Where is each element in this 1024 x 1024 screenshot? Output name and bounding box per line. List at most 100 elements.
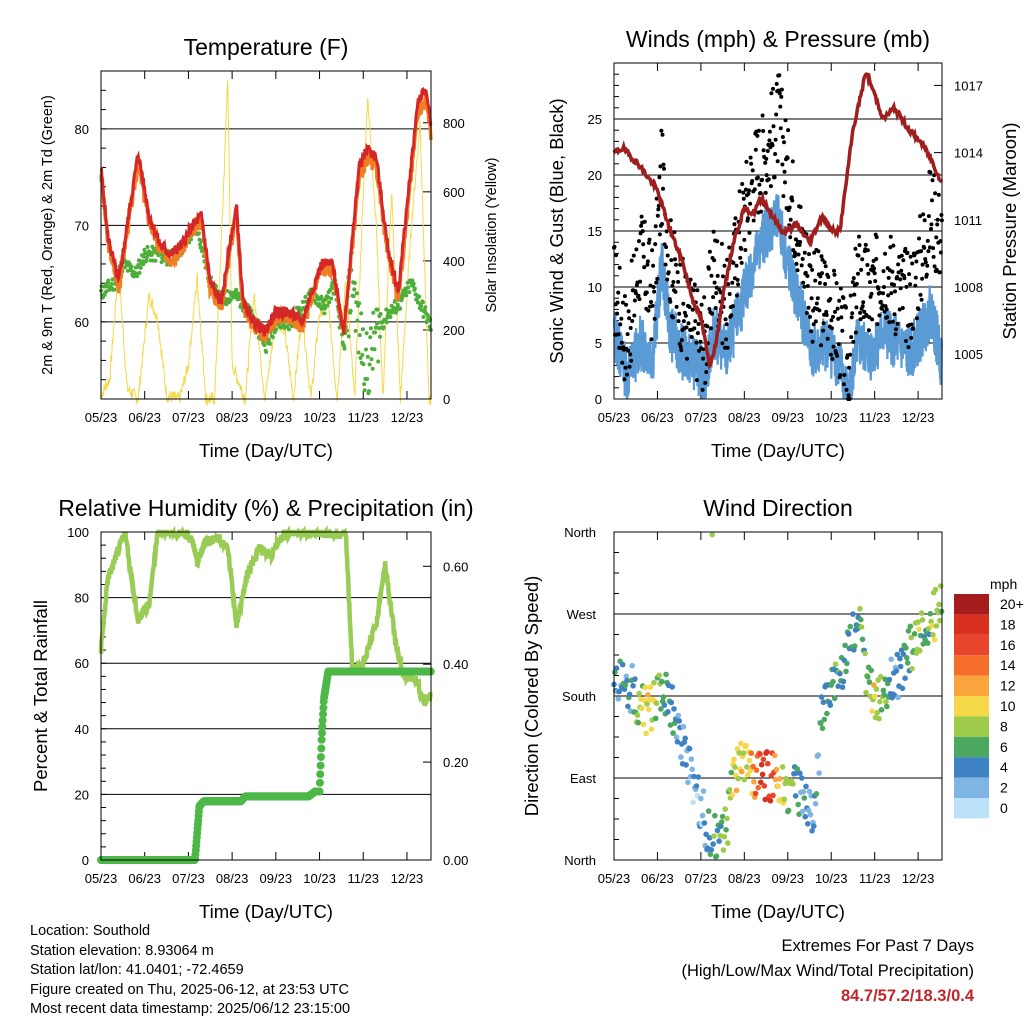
series-gust-point (646, 308, 651, 313)
series-wind-direction-point (805, 821, 811, 827)
rh-xlabel: Time (Day/UTC) (199, 901, 333, 922)
series-wind-direction-point (733, 787, 740, 794)
series-2m-temp (100, 86, 433, 337)
series-gust-point (646, 240, 651, 245)
series-gust-point (661, 186, 665, 191)
wind-ytick-label: 15 (588, 224, 602, 239)
series-dewpoint-point (323, 306, 327, 311)
series-wind-direction-point (807, 811, 814, 818)
series-wind-direction-point (837, 670, 843, 677)
series-gust-point (616, 332, 621, 337)
series-gust-point (696, 322, 701, 326)
series-wind-direction-point (797, 770, 803, 776)
series-wind-direction-point (709, 531, 715, 538)
series-gust-point (870, 317, 875, 322)
series-wind-direction-point (674, 739, 681, 745)
series-wind-direction-point (897, 663, 904, 670)
series-dewpoint-point (262, 343, 267, 348)
series-wind-direction-point (623, 673, 629, 680)
wind-xtick-label: 12/23 (902, 410, 935, 425)
series-gust-point (759, 209, 763, 214)
series-dewpoint-point (285, 324, 289, 329)
series-gust-point (620, 300, 625, 305)
series-wind-direction-point (812, 800, 819, 807)
series-dewpoint-point (368, 326, 373, 331)
wind-xlabel: Time (Day/UTC) (711, 440, 845, 461)
series-wind-direction-point (680, 723, 687, 730)
series-dewpoint-point (371, 310, 376, 315)
series-gust-point (741, 190, 746, 195)
series-dewpoint-point (234, 287, 239, 292)
series-gust-point (811, 322, 816, 327)
series-wind-direction-point (658, 706, 664, 712)
series-wind-direction-point (729, 792, 735, 798)
series-gust-point (705, 324, 710, 329)
series-dewpoint-point (137, 270, 142, 275)
series-wind-direction-point (750, 763, 756, 770)
series-gust-point (699, 302, 704, 307)
series-gust-point (747, 230, 752, 235)
wind-y2tick-label: 1017 (954, 78, 983, 93)
series-gust-point (710, 311, 714, 316)
series-gust-point (834, 281, 839, 286)
series-wind-direction-point (893, 668, 900, 674)
temp-frame (100, 70, 432, 400)
series-gust-point (632, 313, 637, 318)
series-gust-point (823, 282, 828, 286)
series-gust-point (893, 332, 898, 337)
series-wind-direction-point (830, 678, 836, 685)
series-gust-point (930, 198, 934, 203)
temp-xtick-label: 10/23 (303, 410, 336, 425)
series-dewpoint-point (404, 293, 409, 298)
series-gust-point (859, 267, 864, 272)
series-gust-point (755, 133, 760, 138)
series-gust-point (670, 283, 675, 288)
series-wind-direction-point (719, 813, 726, 820)
series-dewpoint-point (378, 312, 383, 316)
series-wind-direction-point (858, 616, 864, 623)
series-gust-point (624, 302, 628, 307)
series-gust-point (688, 277, 693, 282)
series-gust-point (642, 265, 647, 270)
series-gust-point (931, 246, 936, 251)
series-gust-point (669, 258, 674, 263)
series-wind-direction-point (781, 796, 788, 803)
series-gust-point (623, 365, 628, 370)
series-wind-direction-point (904, 655, 910, 661)
series-gust-point (835, 353, 840, 358)
series-wind-direction-point (937, 583, 944, 589)
series-dewpoint-point (153, 258, 158, 263)
temp-ytick-label: 70 (75, 218, 89, 233)
series-gust-point (913, 283, 918, 288)
series-dewpoint-point (303, 294, 308, 299)
series-gust-point (778, 104, 783, 109)
series-gust-point (838, 286, 843, 291)
series-wind-direction-point (724, 815, 730, 822)
series-gust-point (867, 315, 872, 320)
series-gust-point (742, 237, 747, 242)
series-gust-point (778, 126, 783, 131)
series-wind-direction-point (622, 682, 629, 688)
series-wind-direction-point (851, 643, 858, 649)
series-gust-point (841, 382, 846, 387)
rh-title: Relative Humidity (%) & Precipitation (i… (58, 495, 473, 521)
series-precip-point (316, 770, 325, 779)
series-dewpoint-point (395, 302, 400, 307)
series-gust-point (920, 276, 925, 281)
series-gust-point (629, 258, 634, 263)
series-dewpoint-point (360, 327, 365, 332)
series-gust-point (751, 218, 756, 223)
series-gust-point (666, 270, 671, 275)
series-wind-direction-point (717, 832, 723, 839)
series-gust-point (689, 335, 694, 339)
series-wind-direction-point (850, 611, 856, 617)
series-gust-point (627, 316, 632, 321)
series-gust-point (939, 213, 944, 217)
series-gust-point (637, 239, 641, 244)
series-wind-direction-point (779, 764, 786, 770)
series-gust-point (914, 259, 919, 264)
series-wind-direction-point (868, 667, 874, 674)
temp-ytick-label: 80 (75, 122, 89, 137)
dir-xtick-label: 11/23 (859, 871, 891, 886)
series-gust-point (914, 316, 919, 321)
